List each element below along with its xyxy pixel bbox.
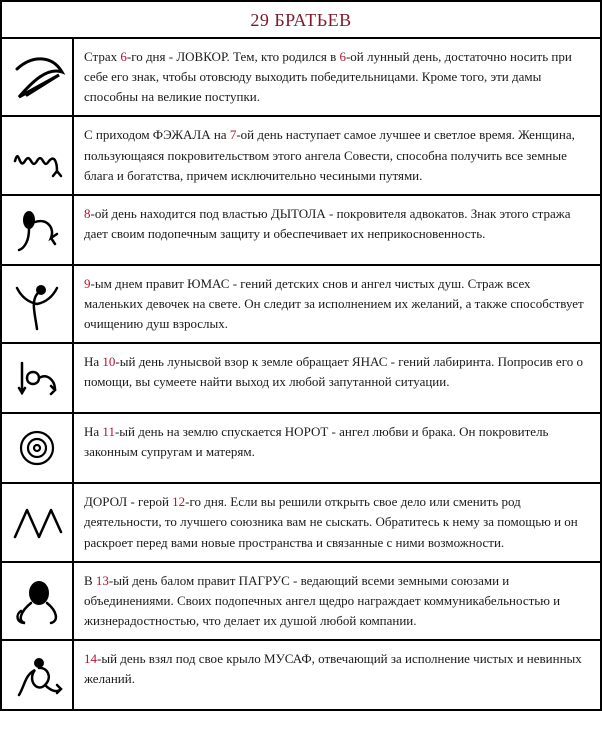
table-row: На 11-ый день на землю спускается НОРОТ …	[2, 414, 600, 484]
body-text: -ый день луныcвой взор к земле обращает …	[84, 354, 583, 389]
table-row: 9-ым днем правит ЮМАС - гений детских сн…	[2, 266, 600, 344]
body-text: С приходом ФЭЖАЛА на	[84, 127, 230, 142]
body-text: -ый день балом правит ПАГРУС - ведающий …	[84, 573, 560, 628]
row-text: С приходом ФЭЖАЛА на 7-ой день наступает…	[74, 117, 600, 193]
glyph-lovkor-icon	[7, 47, 67, 107]
table-row: Страх 6-го дня - ЛОВКОР. Тем, кто родилс…	[2, 39, 600, 117]
glyph-fezhal-cell	[2, 117, 74, 193]
title-word: БРАТЬЕВ	[274, 10, 351, 30]
table-row: В 13-ый день балом правит ПАГРУС - ведаю…	[2, 563, 600, 641]
body-text: -ой день находится под властью ДЫТОЛА - …	[84, 206, 571, 241]
row-text: ДОРОЛ - герой 12-го дня. Если вы решили …	[74, 484, 600, 560]
body-text: На	[84, 424, 102, 439]
table-row: 8-ой день находится под властью ДЫТОЛА -…	[2, 196, 600, 266]
body-text: -ый день взял под свое крыло МУСАФ, отве…	[84, 651, 582, 686]
page-frame: 29 БРАТЬЕВ Страх 6-го дня - ЛОВКОР. Тем,…	[0, 0, 602, 711]
table-row: 14-ый день взял под свое крыло МУСАФ, от…	[2, 641, 600, 709]
body-text: Страх	[84, 49, 120, 64]
body-text: -ым днем правит ЮМАС - гений детских сно…	[84, 276, 584, 331]
row-text: На 11-ый день на землю спускается НОРОТ …	[74, 414, 600, 482]
highlight-text: 12	[172, 494, 185, 509]
body-text: В	[84, 573, 96, 588]
table-row: На 10-ый день луныcвой взор к земле обра…	[2, 344, 600, 414]
table-row: С приходом ФЭЖАЛА на 7-ой день наступает…	[2, 117, 600, 195]
glyph-pagrus-cell	[2, 563, 74, 639]
glyph-norot-icon	[7, 418, 67, 478]
row-text: Страх 6-го дня - ЛОВКОР. Тем, кто родилс…	[74, 39, 600, 115]
row-text: 8-ой день находится под властью ДЫТОЛА -…	[74, 196, 600, 264]
page-title: 29 БРАТЬЕВ	[2, 2, 600, 39]
highlight-text: 13	[96, 573, 109, 588]
glyph-yumas-icon	[7, 274, 67, 334]
glyph-musaf-cell	[2, 641, 74, 709]
row-text: На 10-ый день луныcвой взор к земле обра…	[74, 344, 600, 412]
row-text: 9-ым днем правит ЮМАС - гений детских сн…	[74, 266, 600, 342]
glyph-dorol-icon	[7, 492, 67, 552]
highlight-text: 10	[102, 354, 115, 369]
rows-container: Страх 6-го дня - ЛОВКОР. Тем, кто родилс…	[2, 39, 600, 709]
title-number: 29	[250, 10, 269, 30]
body-text: -го дня - ЛОВКОР. Тем, кто родился в	[127, 49, 340, 64]
table-row: ДОРОЛ - герой 12-го дня. Если вы решили …	[2, 484, 600, 562]
glyph-lovkor-cell	[2, 39, 74, 115]
glyph-dorol-cell	[2, 484, 74, 560]
glyph-pagrus-icon	[7, 571, 67, 631]
glyph-fezhal-icon	[7, 126, 67, 186]
glyph-dytol-cell	[2, 196, 74, 264]
row-text: В 13-ый день балом правит ПАГРУС - ведаю…	[74, 563, 600, 639]
glyph-yumas-cell	[2, 266, 74, 342]
body-text: ДОРОЛ - герой	[84, 494, 172, 509]
glyph-musaf-icon	[7, 645, 67, 705]
glyph-yanas-icon	[7, 348, 67, 408]
row-text: 14-ый день взял под свое крыло МУСАФ, от…	[74, 641, 600, 709]
highlight-text: 14	[84, 651, 97, 666]
glyph-yanas-cell	[2, 344, 74, 412]
body-text: -ый день на землю спускается НОРОТ - анг…	[84, 424, 549, 459]
glyph-norot-cell	[2, 414, 74, 482]
body-text: На	[84, 354, 102, 369]
glyph-dytol-icon	[7, 200, 67, 260]
highlight-text: 11	[102, 424, 115, 439]
